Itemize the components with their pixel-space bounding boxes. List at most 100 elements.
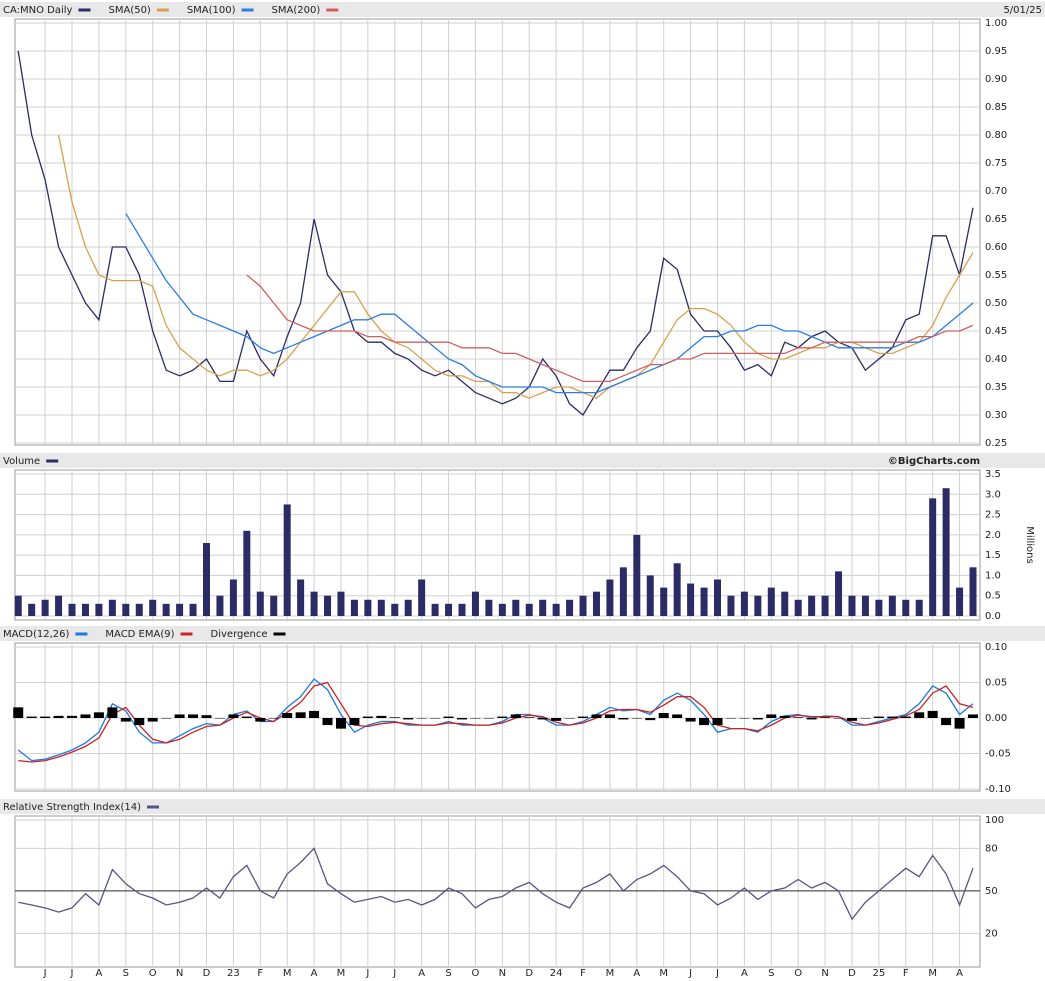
- x-tick-label: N: [821, 968, 828, 979]
- bar: [578, 716, 589, 718]
- plot-frame: [14, 815, 981, 968]
- y-tick-label: 100: [985, 815, 1004, 826]
- credit: ©BigCharts.com: [888, 456, 980, 467]
- x-tick-label: J: [43, 968, 47, 979]
- x-tick-label: A: [95, 968, 102, 979]
- date-label: 5/01/25: [1003, 5, 1042, 16]
- x-tick-label: D: [848, 968, 856, 979]
- bar: [107, 707, 118, 718]
- y-tick-label: 0.60: [985, 242, 1007, 253]
- bar: [174, 714, 185, 718]
- bar: [214, 718, 225, 719]
- x-tick-label: M: [659, 968, 668, 979]
- bar: [833, 718, 844, 719]
- bar: [297, 579, 305, 616]
- y-tick-label: 20: [985, 928, 998, 939]
- y-axis-label: Millions: [1024, 526, 1035, 563]
- legend-label: SMA(200): [272, 5, 321, 16]
- x-tick-label: J: [70, 968, 74, 979]
- series-line: [57, 134, 974, 399]
- legend-label: CA:MNO Daily: [3, 5, 73, 16]
- legend-label: SMA(100): [187, 5, 236, 16]
- x-tick-label: J: [715, 968, 719, 979]
- bar: [566, 599, 574, 616]
- panel-header: [0, 2, 1045, 17]
- bar: [122, 603, 130, 616]
- bar: [781, 591, 789, 616]
- y-tick-label: 2.0: [985, 530, 1001, 541]
- bar: [875, 599, 883, 616]
- bar: [41, 599, 49, 616]
- plot-frame: [14, 469, 981, 621]
- bar: [135, 603, 143, 616]
- bar: [335, 718, 346, 729]
- bar: [483, 718, 494, 719]
- x-tick-label: 24: [550, 968, 563, 979]
- series-line: [246, 274, 974, 383]
- bar: [445, 603, 453, 616]
- bar: [404, 599, 412, 616]
- bar: [256, 591, 264, 616]
- x-tick-label: D: [203, 968, 211, 979]
- bar: [28, 603, 36, 616]
- bar: [579, 595, 587, 616]
- y-tick-label: 50: [985, 886, 998, 897]
- panel-header: [0, 453, 1045, 468]
- y-tick-label: 80: [985, 843, 998, 854]
- x-tick-label: 23: [227, 968, 240, 979]
- y-tick-label: 0.55: [985, 270, 1007, 281]
- bar: [793, 717, 804, 718]
- bar: [725, 718, 736, 719]
- bar: [14, 595, 22, 616]
- bar: [900, 716, 911, 718]
- bar: [270, 595, 278, 616]
- bar: [700, 587, 708, 616]
- bar: [658, 713, 669, 718]
- bar: [633, 534, 641, 616]
- bar: [915, 599, 923, 616]
- bar: [631, 718, 642, 719]
- y-tick-label: 0.45: [985, 326, 1007, 337]
- x-tick-label: S: [768, 968, 774, 979]
- y-tick-label: 0.00: [985, 713, 1007, 724]
- bar: [324, 595, 332, 616]
- panel-header: [0, 799, 1045, 814]
- y-tick-label: 0.25: [985, 438, 1007, 449]
- bar: [525, 603, 533, 616]
- bar: [887, 716, 898, 718]
- x-tick-label: O: [149, 968, 157, 979]
- bar: [188, 714, 199, 718]
- y-tick-label: -0.10: [985, 784, 1011, 795]
- bar: [26, 716, 37, 718]
- legend-label: SMA(50): [108, 5, 150, 16]
- bar: [539, 599, 547, 616]
- bar: [687, 583, 695, 616]
- bar: [606, 579, 614, 616]
- bar: [861, 595, 869, 616]
- bar: [498, 603, 506, 616]
- bar: [13, 707, 24, 718]
- series-line: [17, 50, 974, 416]
- bar: [295, 712, 306, 718]
- bar: [740, 591, 748, 616]
- bar: [147, 718, 158, 722]
- x-tick-label: O: [472, 968, 480, 979]
- bar: [969, 567, 977, 616]
- y-tick-label: 2.5: [985, 510, 1001, 521]
- x-tick-label: S: [445, 968, 451, 979]
- x-tick-label: A: [418, 968, 425, 979]
- y-tick-label: 0.90: [985, 74, 1007, 85]
- bar: [403, 718, 414, 720]
- bar: [888, 595, 896, 616]
- series-line: [18, 681, 974, 763]
- bar: [537, 718, 548, 720]
- bar: [954, 718, 965, 729]
- bar: [310, 591, 318, 616]
- bar: [350, 599, 358, 616]
- bar: [134, 718, 145, 726]
- bar: [685, 718, 696, 722]
- y-tick-label: 0.35: [985, 382, 1007, 393]
- series-line: [18, 847, 974, 921]
- bar: [714, 579, 722, 616]
